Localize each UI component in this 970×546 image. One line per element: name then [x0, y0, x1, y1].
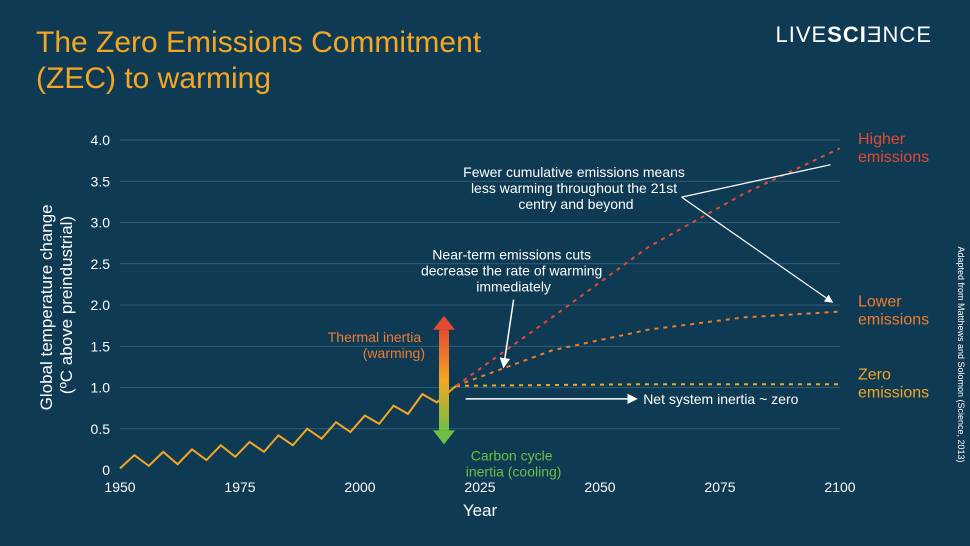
logo-part2: SCI — [827, 22, 867, 47]
y-tick-label: 1.5 — [91, 338, 111, 354]
carbon-cycle-label: Carbon cycle inertia (cooling) — [466, 447, 562, 479]
y-tick-label: 2.5 — [91, 256, 111, 272]
y-tick-label: 4.0 — [91, 132, 111, 148]
x-tick-label: 1975 — [224, 479, 255, 495]
logo-part1: LIVE — [775, 22, 827, 47]
x-tick-label: 2050 — [584, 479, 615, 495]
title-line1: The Zero Emissions Commitment — [36, 26, 482, 59]
y-tick-label: 0 — [102, 462, 110, 478]
x-tick-label: 2100 — [824, 479, 855, 495]
x-tick-label: 2025 — [464, 479, 495, 495]
x-axis-label: Year — [463, 501, 498, 520]
chart-canvas: The Zero Emissions Commitment (ZEC) to w… — [0, 0, 970, 546]
title-line2: (ZEC) to warming — [36, 62, 271, 95]
x-tick-label: 2075 — [704, 479, 735, 495]
svg-text:LIVESCIƎNCE: LIVESCIƎNCE — [775, 22, 932, 47]
y-tick-label: 2.0 — [91, 297, 111, 313]
y-tick-label: 3.5 — [91, 173, 111, 189]
y-tick-label: 3.0 — [91, 215, 111, 231]
y-axis-label: Global temperature change (ºC above prei… — [37, 200, 76, 411]
y-ticks: 0 0.5 1.0 1.5 2.0 2.5 3.0 3.5 4.0 — [91, 132, 111, 478]
y-tick-label: 0.5 — [91, 421, 111, 437]
x-tick-label: 1950 — [104, 479, 135, 495]
livescience-logo: LIVESCIƎNCE — [775, 22, 932, 47]
x-tick-label: 2000 — [344, 479, 375, 495]
logo-part3: NCE — [883, 22, 932, 47]
logo-e-icon: Ǝ — [867, 22, 883, 47]
y-tick-label: 1.0 — [91, 380, 111, 396]
source-credit: Adapted from Matthews and Solomon (Scien… — [956, 246, 966, 462]
net-zero-label: Net system inertia ~ zero — [643, 391, 798, 407]
